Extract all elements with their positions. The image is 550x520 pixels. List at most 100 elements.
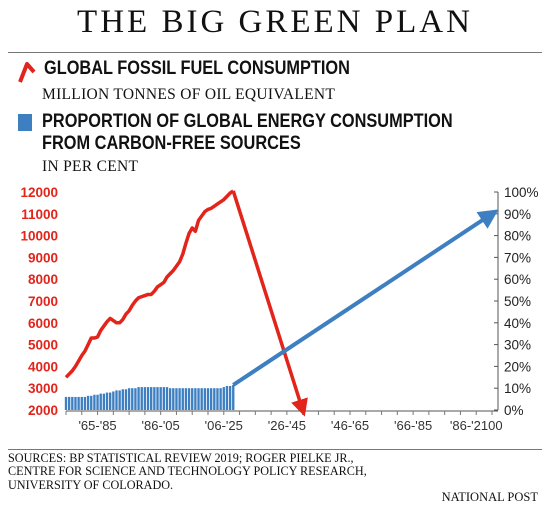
sources-note: SOURCES: BP STATISTICAL REVIEW 2019; ROG… [8,451,367,492]
left-axis: 2000 3000 4000 5000 6000 7000 8000 9000 10000 110… [20,185,58,418]
carbon-free-bar [219,388,222,410]
carbon-free-bar [200,388,203,410]
carbon-free-bar [203,388,207,410]
left-tick-label: 9000 [28,250,58,265]
left-tick-label: 8000 [28,272,58,287]
carbon-free-bar [127,388,131,410]
carbon-free-bar [187,388,191,410]
carbon-free-bar [216,388,219,410]
x-tick-label: '46-'65 [331,418,369,433]
right-tick-label: 80% [504,229,531,244]
carbon-free-bar [86,395,90,410]
left-tick-label: 4000 [28,359,58,374]
carbon-free-bar [112,391,115,410]
left-tick-label: 7000 [28,294,58,309]
right-tick-label: 60% [504,272,531,287]
carbon-free-bar [90,395,93,410]
left-tick-label: 12000 [20,185,58,200]
carbon-free-bar [124,389,128,410]
carbon-free-bar [96,394,99,410]
right-tick-label: 90% [504,207,531,222]
left-tick-label: 10000 [20,229,58,244]
legend-carbon-free-unit: IN PER CENT [42,158,139,175]
x-tick-label: '65-'85 [78,418,116,433]
x-axis: '65-'85 '86-'05 '06-'25 '26-'45 '46-'65 '66-'… [65,410,503,433]
carbon-free-bar [165,387,169,410]
right-tick-label: 20% [504,359,531,374]
carbon-free-bar [143,387,147,410]
carbon-free-bar [71,396,74,410]
left-tick-label: 5000 [28,338,58,353]
left-tick-label: 3000 [28,381,58,396]
carbon-free-bar [93,394,96,410]
legend-fossil: GLOBAL FOSSIL FUEL CONSUMPTION [18,58,400,84]
carbon-free-bar [77,396,80,410]
carbon-free-bar [131,388,134,410]
legend-carbon-free-label-2: FROM CARBON-FREE SOURCES [42,133,301,154]
carbon-free-bar [228,386,232,410]
carbon-free-bar [191,388,194,410]
x-tick-label: '26-'45 [268,418,306,433]
carbon-free-bar [118,390,121,410]
carbon-free-bar [150,387,153,410]
fossil-fuel-projection-arrow [231,190,308,417]
legend-carbon-free-label-1: PROPORTION OF GLOBAL ENERGY CONSUMPTION [42,111,453,132]
carbon-free-bars [64,384,235,410]
carbon-free-bar [159,387,162,410]
carbon-free-bar [74,396,77,410]
carbon-free-bar [153,387,156,410]
carbon-free-bar [232,384,235,410]
carbon-free-bar [67,396,71,410]
carbon-free-bar [109,392,112,410]
carbon-free-bar [222,387,225,410]
chart-area: 2000 3000 4000 5000 6000 7000 8000 9000 10000 110… [20,185,539,433]
legend-fossil-label: GLOBAL FOSSIL FUEL CONSUMPTION [44,58,350,79]
carbon-free-bar [137,387,140,410]
x-tick-label: '86-'05 [142,418,180,433]
legend-fossil-unit: MILLION TONNES OF OIL EQUIVALENT [42,86,336,103]
right-tick-label: 30% [504,338,531,353]
carbon-free-bar [156,387,159,410]
right-tick-label: 70% [504,250,531,265]
carbon-free-bar [83,396,87,410]
right-axis: 0% 10% 20% 30% 40% 50% 60% 70% 80% 90% 100% [494,185,539,418]
carbon-free-bar [206,388,210,410]
red-line-symbol-icon [18,62,36,83]
page-title: THE BIG GREEN PLAN [77,4,473,40]
carbon-free-bar [178,388,181,410]
carbon-free-bar [225,386,229,410]
carbon-free-bar [194,388,197,410]
carbon-free-bar [172,388,175,410]
credit: NATIONAL POST [441,490,538,504]
title-rule-top [8,52,542,53]
x-tick-label: '86-'2100 [450,418,503,433]
right-tick-label: 50% [504,294,531,309]
carbon-free-bar [121,389,124,410]
carbon-free-bar [209,388,213,410]
carbon-free-bar [146,387,150,410]
right-tick-label: 0% [504,403,524,418]
carbon-free-bar [184,388,188,410]
left-tick-label: 11000 [21,207,58,222]
carbon-free-bar [115,390,118,410]
carbon-free-bar [99,393,102,410]
carbon-free-bar [102,393,106,410]
right-tick-label: 10% [504,381,531,396]
carbon-free-bar [134,388,137,410]
carbon-free-bar [105,392,109,410]
x-tick-label: '06-'25 [205,418,243,433]
carbon-free-bar [175,388,178,410]
carbon-free-bar [197,388,200,410]
fossil-fuel-line [64,189,235,379]
blue-bar-symbol-icon [18,114,32,131]
legend-carbon-free: PROPORTION OF GLOBAL ENERGY CONSUMPTION … [18,111,520,155]
carbon-free-bar [213,388,216,410]
series-lines [64,189,499,417]
carbon-free-bar [64,396,68,410]
left-tick-label: 6000 [28,316,58,331]
carbon-free-bar [181,388,184,410]
right-tick-label: 100% [504,185,539,200]
right-tick-label: 40% [504,316,531,331]
left-tick-label: 2000 [28,403,58,418]
carbon-free-bar [162,387,165,410]
